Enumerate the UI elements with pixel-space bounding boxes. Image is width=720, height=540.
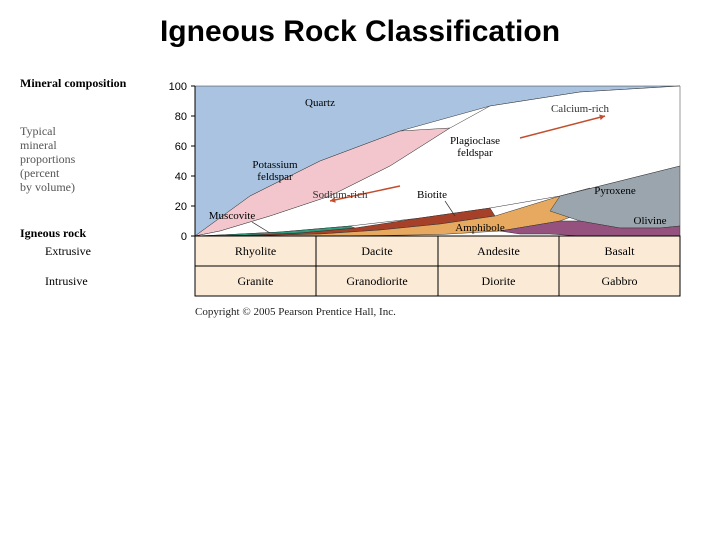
- rock-name: Andesite: [477, 244, 520, 258]
- mineral-label: Potassium: [252, 159, 298, 171]
- arrow-label: Sodium-rich: [313, 189, 368, 201]
- mineral-label: Amphibole: [455, 222, 505, 234]
- rock-name: Granodiorite: [346, 274, 407, 288]
- y-axis-title: Typical mineral proportions (percent by …: [20, 124, 75, 194]
- mineral-label: Biotite: [417, 189, 447, 201]
- chart-container: Sodium-richCalcium-rich QuartzPotassiumf…: [20, 76, 700, 336]
- rock-name: Gabbro: [602, 274, 638, 288]
- y-tick-label: 40: [175, 171, 187, 183]
- page-title: Igneous Rock Classification: [0, 15, 720, 49]
- mineral-label: Quartz: [305, 97, 335, 109]
- y-tick-label: 100: [169, 81, 187, 93]
- y-tick-label: 80: [175, 111, 187, 123]
- igneous-rock-header: Igneous rock: [20, 226, 86, 241]
- copyright-text: Copyright © 2005 Pearson Prentice Hall, …: [195, 306, 396, 318]
- mineral-label: Plagioclase: [450, 135, 500, 147]
- mineral-composition-header: Mineral composition: [20, 76, 126, 91]
- mineral-label: feldspar: [457, 147, 493, 159]
- mineral-label: Muscovite: [209, 210, 256, 222]
- classification-chart: Sodium-richCalcium-rich QuartzPotassiumf…: [20, 76, 700, 336]
- y-tick-label: 20: [175, 201, 187, 213]
- mineral-label: Pyroxene: [594, 185, 636, 197]
- rock-name: Granite: [238, 274, 274, 288]
- mineral-label: Olivine: [634, 215, 667, 227]
- mineral-label: feldspar: [257, 171, 293, 183]
- rock-name: Diorite: [482, 274, 516, 288]
- y-tick-label: 0: [181, 231, 187, 243]
- rock-name: Basalt: [605, 244, 636, 258]
- arrow-label: Calcium-rich: [551, 103, 610, 115]
- rock-name: Rhyolite: [235, 244, 276, 258]
- intrusive-row-label: Intrusive: [45, 274, 88, 289]
- y-tick-label: 60: [175, 141, 187, 153]
- rock-name: Dacite: [361, 244, 392, 258]
- extrusive-row-label: Extrusive: [45, 244, 91, 259]
